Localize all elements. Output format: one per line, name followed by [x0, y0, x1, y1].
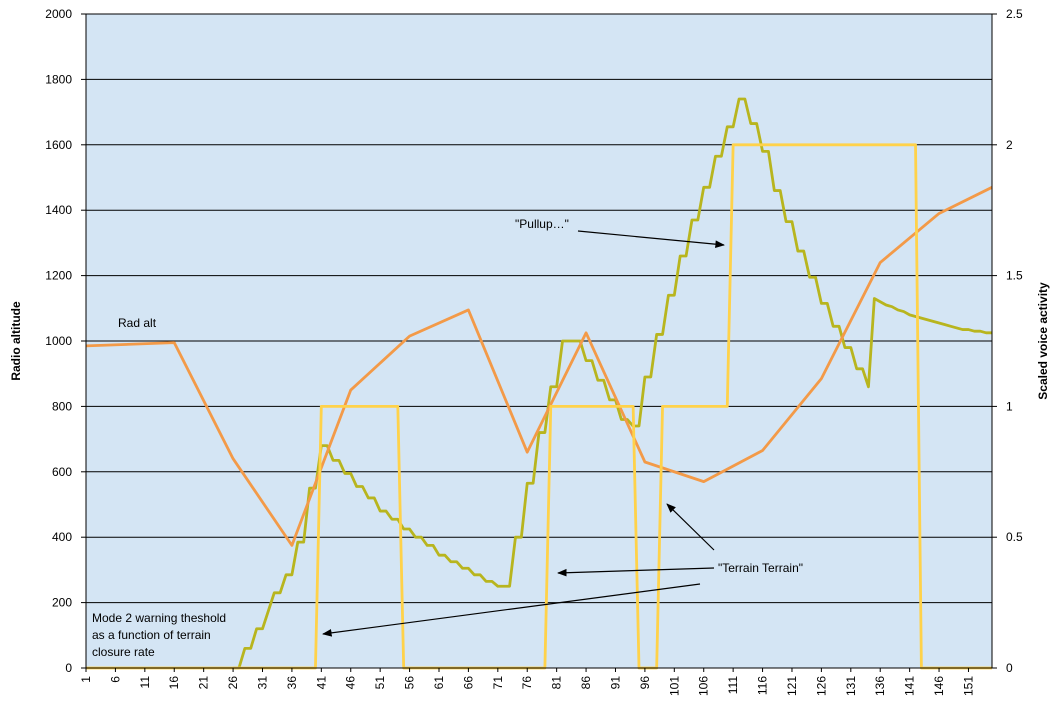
- y2-tick-label: 0: [1006, 661, 1013, 675]
- x-tick-label: 56: [403, 676, 417, 690]
- x-tick-label: 61: [432, 676, 446, 690]
- y-tick-label: 2000: [45, 7, 72, 21]
- x-tick-label: 81: [550, 676, 564, 690]
- x-tick-label: 26: [226, 676, 240, 690]
- x-tick-label: 141: [903, 676, 917, 696]
- annotation: Mode 2 warning theshold: [92, 611, 226, 625]
- x-tick-label: 151: [961, 676, 975, 696]
- y-tick-label: 0: [65, 661, 72, 675]
- x-tick-label: 136: [873, 676, 887, 696]
- series-line: [86, 143, 992, 670]
- y2-axis-title: Scaled voice activity: [1036, 282, 1050, 400]
- x-tick-label: 51: [373, 676, 387, 690]
- y2-tick-label: 0.5: [1006, 530, 1023, 544]
- x-tick-label: 1: [79, 676, 93, 683]
- y2-tick-label: 1.5: [1006, 269, 1023, 283]
- x-tick-label: 31: [255, 676, 269, 690]
- x-tick-label: 6: [108, 676, 122, 683]
- annotation-arrow: [557, 567, 715, 577]
- x-tick-label: 86: [579, 676, 593, 690]
- x-tick-label: 131: [844, 676, 858, 696]
- x-tick-label: 76: [520, 676, 534, 690]
- y-tick-label: 200: [52, 596, 72, 610]
- series-line: [85, 186, 993, 547]
- y-tick-label: 800: [52, 399, 72, 413]
- series-line: [233, 97, 992, 670]
- axes: [81, 13, 997, 672]
- y-tick-label: 1400: [45, 203, 72, 217]
- y-tick-label: 1800: [45, 72, 72, 86]
- x-tick-label: 46: [344, 676, 358, 690]
- series-lines: [85, 97, 993, 670]
- annotation-arrow: [666, 503, 715, 551]
- y2-tick-label: 2: [1006, 138, 1013, 152]
- x-tick-label: 41: [314, 676, 328, 690]
- y-tick-label: 600: [52, 465, 72, 479]
- y-tick-label: 1600: [45, 138, 72, 152]
- annotation-arrow: [322, 583, 701, 637]
- y2-tick-label: 2.5: [1006, 7, 1023, 21]
- x-tick-label: 101: [667, 676, 681, 696]
- x-tick-label: 71: [491, 676, 505, 690]
- annotation: closure rate: [92, 645, 155, 659]
- y2-tick-label: 1: [1006, 399, 1013, 413]
- x-tick-label: 106: [697, 676, 711, 696]
- x-tick-label: 126: [814, 676, 828, 696]
- x-tick-label: 91: [608, 676, 622, 690]
- annotation: as a function of terrain: [92, 628, 211, 642]
- y-tick-label: 1000: [45, 334, 72, 348]
- y-tick-label: 400: [52, 530, 72, 544]
- x-tick-label: 146: [932, 676, 946, 696]
- x-tick-label: 111: [726, 676, 740, 695]
- y-tick-label: 1200: [45, 269, 72, 283]
- x-tick-label: 21: [197, 676, 211, 690]
- annotation-arrow: [577, 230, 725, 248]
- y-axis-title: Radio altitude: [9, 301, 23, 381]
- x-tick-label: 96: [638, 676, 652, 690]
- annotation: "Terrain Terrain": [718, 561, 803, 575]
- x-tick-label: 116: [756, 676, 770, 695]
- annotation: "Pullup…": [515, 217, 569, 231]
- x-tick-label: 121: [785, 676, 799, 696]
- x-tick-label: 16: [167, 676, 181, 690]
- annotations: Rad alt "Pullup…" "Terrain Terrain" Mode…: [92, 217, 803, 659]
- x-tick-label: 11: [138, 676, 152, 689]
- x-tick-label: 66: [461, 676, 475, 690]
- x-tick-label: 36: [285, 676, 299, 690]
- annotation: Rad alt: [118, 316, 157, 330]
